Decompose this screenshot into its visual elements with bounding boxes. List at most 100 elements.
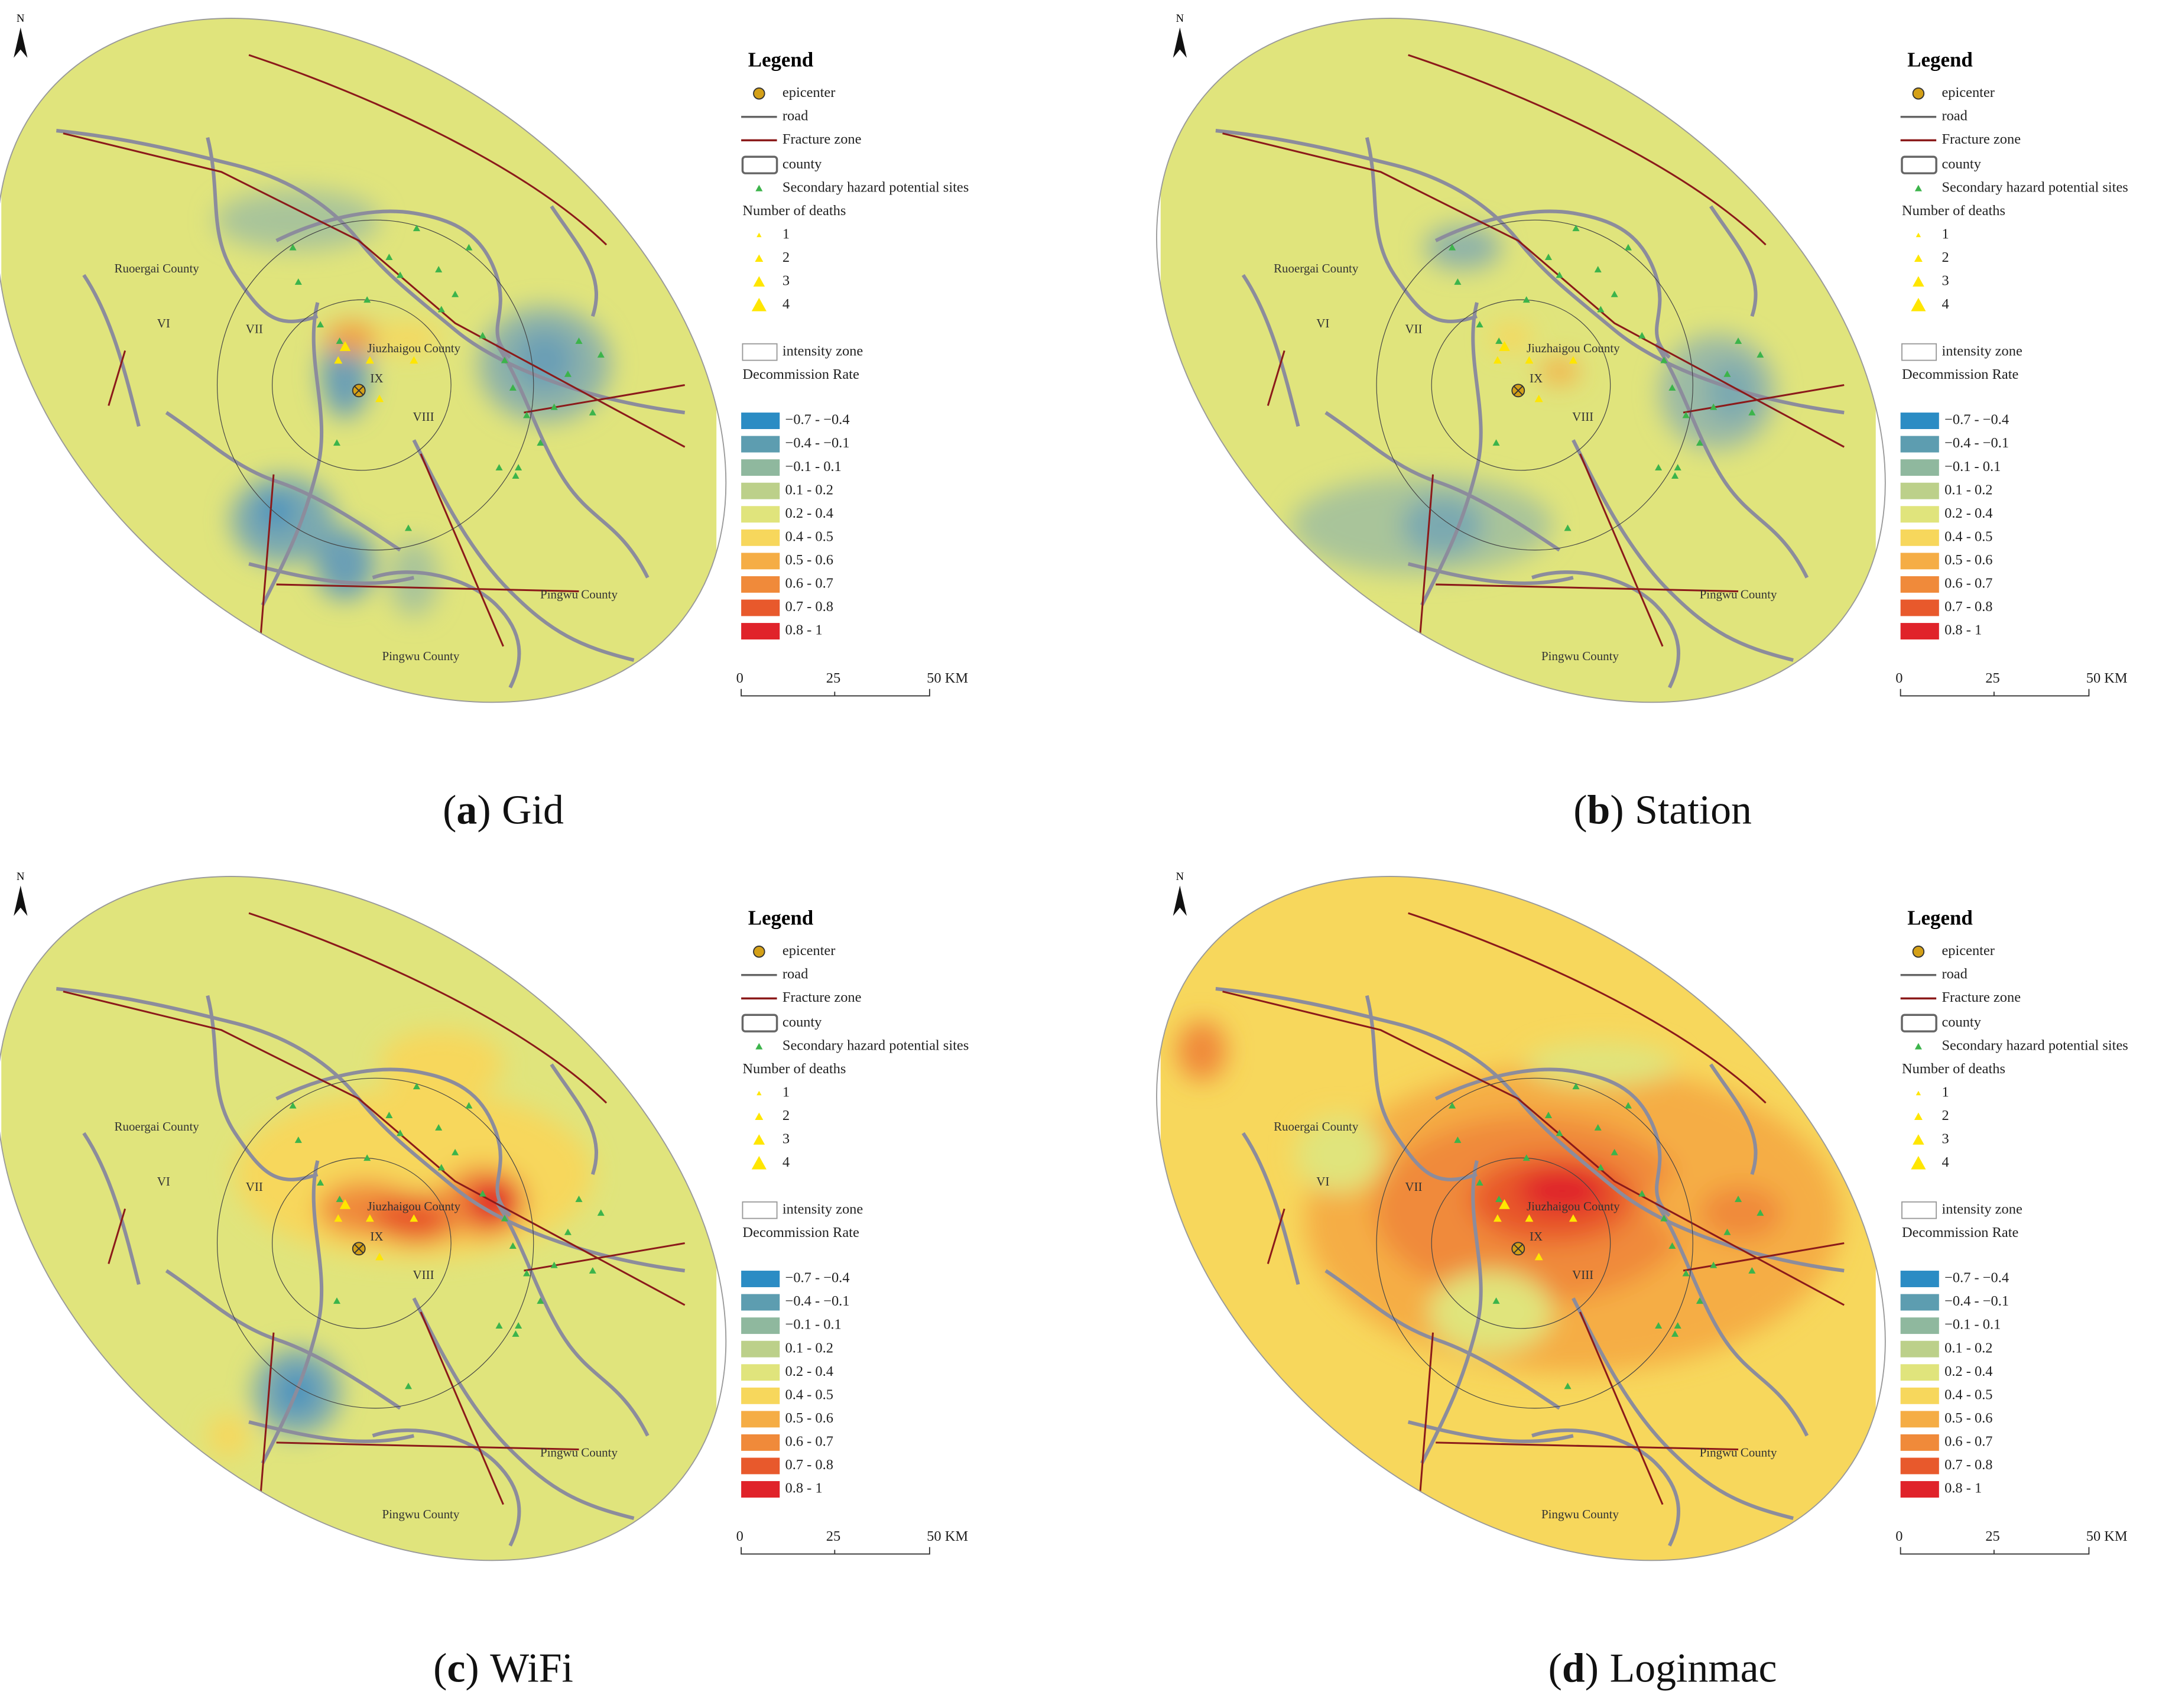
hazard-site bbox=[550, 1261, 558, 1268]
north-label: N bbox=[17, 12, 25, 25]
legend-item: 0.4 - 0.5 bbox=[1944, 1386, 1992, 1402]
hazard-site bbox=[537, 1297, 544, 1304]
fracture-zone bbox=[1418, 1332, 1434, 1505]
road bbox=[248, 1420, 415, 1443]
legend-item: Secondary hazard potential sites bbox=[1942, 1037, 2128, 1053]
legend-death bbox=[755, 254, 764, 262]
map-label: VII bbox=[246, 322, 263, 336]
hazard-site bbox=[515, 464, 522, 470]
map-label: IX bbox=[370, 1229, 383, 1243]
legend-death bbox=[751, 1155, 767, 1170]
road bbox=[495, 343, 650, 579]
legend-item: 0.5 - 0.6 bbox=[785, 1410, 833, 1426]
hazard-site bbox=[575, 337, 583, 344]
legend-swatch bbox=[1900, 482, 1939, 499]
map-label: VI bbox=[157, 316, 170, 330]
legend-swatch bbox=[741, 1411, 780, 1428]
map-label: VI bbox=[1316, 316, 1329, 330]
hazard-site bbox=[1522, 296, 1530, 303]
legend-item: 0.8 - 1 bbox=[1944, 1480, 1982, 1496]
heat-blob bbox=[1401, 495, 1484, 556]
intensity-zone bbox=[216, 219, 534, 551]
road bbox=[550, 205, 598, 317]
heat-layer bbox=[214, 190, 611, 616]
hazard-site bbox=[1660, 356, 1668, 363]
hazard-site bbox=[1449, 1102, 1456, 1109]
legend-item: county bbox=[1942, 156, 1981, 172]
legend-swatch bbox=[741, 1434, 780, 1451]
map-base bbox=[1160, 0, 1876, 715]
road bbox=[412, 1297, 635, 1520]
hazard-site bbox=[597, 1209, 605, 1216]
hazard-site bbox=[1476, 1179, 1483, 1186]
hazard-site bbox=[1522, 1154, 1530, 1161]
death-marker bbox=[365, 356, 374, 364]
legend-swatch bbox=[1900, 506, 1939, 523]
heat-blob bbox=[314, 528, 376, 600]
legend-item: intensity zone bbox=[783, 343, 863, 359]
map-label: VIII bbox=[1572, 1268, 1593, 1282]
legend-swatch bbox=[1900, 1387, 1939, 1404]
legend-item: −0.4 - −0.1 bbox=[1944, 1293, 2009, 1309]
hazard-site bbox=[289, 243, 297, 251]
hazard-site bbox=[564, 1228, 572, 1235]
map-outline bbox=[0, 876, 727, 1561]
hazard-site bbox=[1476, 321, 1483, 327]
road bbox=[1531, 1428, 1680, 1547]
legend-subtitle: Number of deaths bbox=[1902, 203, 2005, 219]
death-marker bbox=[339, 1199, 351, 1209]
legend-epicenter bbox=[753, 945, 765, 958]
fracture-zone bbox=[1222, 132, 1845, 448]
legend-swatch bbox=[741, 599, 780, 616]
legend-item: 2 bbox=[783, 249, 790, 265]
legend-item: 2 bbox=[783, 1108, 790, 1123]
hazard-site bbox=[1454, 278, 1462, 285]
legend-item: −0.1 - 0.1 bbox=[1944, 1317, 2001, 1333]
road bbox=[1654, 343, 1809, 579]
road bbox=[248, 562, 415, 585]
legend-intensity bbox=[742, 1201, 778, 1219]
legend-county bbox=[741, 155, 778, 174]
hazard-site bbox=[413, 1083, 420, 1090]
road bbox=[1420, 302, 1483, 606]
caption-letter: b bbox=[1587, 788, 1610, 833]
fracture-zone bbox=[420, 453, 504, 647]
death-marker bbox=[1525, 356, 1534, 364]
legend-item: −0.1 - 0.1 bbox=[1944, 459, 2001, 475]
heat-blob bbox=[324, 322, 380, 355]
intensity-zone bbox=[1431, 299, 1611, 471]
legend-subtitle: Number of deaths bbox=[1902, 1061, 2005, 1077]
hazard-site bbox=[501, 1215, 508, 1222]
hazard-site bbox=[1668, 1242, 1676, 1249]
legend-epicenter bbox=[1912, 87, 1925, 100]
panel: N Ruoergai County VI VII Jiuzhaigou County IX… bbox=[0, 858, 969, 1691]
caption-part: ) bbox=[465, 1646, 479, 1691]
legend-hazard bbox=[1914, 1043, 1922, 1050]
epicenter-cross bbox=[354, 386, 363, 395]
legend-death bbox=[1914, 1112, 1923, 1121]
legend-death bbox=[1913, 276, 1924, 287]
hazard-site bbox=[465, 243, 473, 251]
heat-blob bbox=[1525, 1042, 1677, 1087]
legend-swatch bbox=[741, 1271, 780, 1287]
road bbox=[372, 1428, 521, 1547]
scale-label: 50 KM bbox=[2086, 670, 2128, 686]
north-arrow bbox=[14, 27, 28, 58]
fracture-zone bbox=[1683, 384, 1845, 414]
legend-item: 1 bbox=[1942, 226, 1949, 242]
map bbox=[1, 0, 717, 715]
panel: N Ruoergai County VI VII Jiuzhaigou County IX… bbox=[1156, 858, 2128, 1691]
map-label: VIII bbox=[413, 410, 434, 424]
fracture-zone bbox=[1267, 350, 1285, 406]
caption: (b) Station bbox=[1573, 788, 1752, 833]
fracture-zone bbox=[1222, 991, 1845, 1306]
hazard-site bbox=[479, 332, 486, 339]
map-label: VII bbox=[1405, 322, 1422, 336]
legend-item: intensity zone bbox=[783, 1201, 863, 1217]
hazard-site bbox=[404, 1382, 413, 1389]
legend-item: 0.2 - 0.4 bbox=[1944, 1363, 1992, 1379]
hazard-site bbox=[597, 351, 605, 358]
road bbox=[275, 1067, 512, 1217]
legend-item: 1 bbox=[783, 1084, 790, 1100]
death-marker bbox=[339, 341, 351, 351]
